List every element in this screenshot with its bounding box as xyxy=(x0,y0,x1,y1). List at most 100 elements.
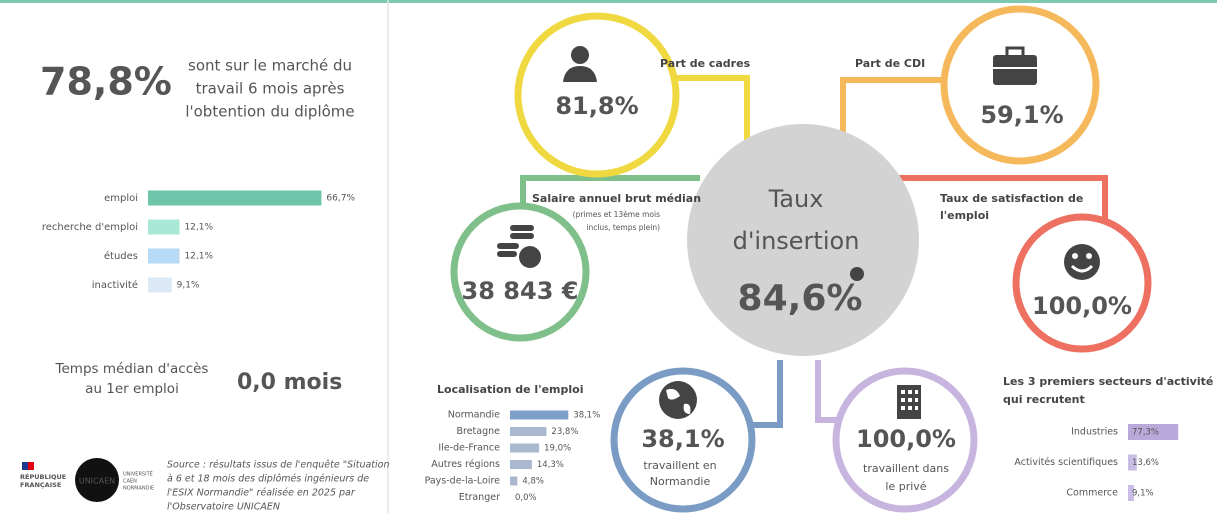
coins-icon xyxy=(497,225,541,268)
bar-value: 77,3% xyxy=(1132,428,1159,438)
bar xyxy=(148,248,180,264)
bar-value: 9,1% xyxy=(177,281,200,291)
briefcase-icon xyxy=(993,46,1037,85)
bar xyxy=(510,410,569,420)
center-value: 84,6% xyxy=(738,278,863,319)
ring xyxy=(1012,213,1152,353)
bar-label: Etranger xyxy=(459,492,500,503)
source-line: à 6 et 18 mois des diplômés ingénieurs d… xyxy=(167,474,369,485)
center-title: Taux xyxy=(768,185,824,213)
bar-value: 0,0% xyxy=(515,493,537,503)
satisfaction-value: 100,0% xyxy=(1032,292,1132,320)
bar-value: 12,1% xyxy=(184,252,213,262)
salaire-value: 38 843 € xyxy=(462,277,579,305)
salaire-label: Salaire annuel brut médian xyxy=(532,192,701,205)
info-icon xyxy=(850,267,864,281)
bar-label: Pays-de-la-Loire xyxy=(425,476,501,487)
bar xyxy=(510,476,518,486)
bar-label: emploi xyxy=(104,193,138,204)
bar-value: 9,1% xyxy=(1132,489,1154,499)
bar xyxy=(1128,454,1137,471)
unicaen-logo xyxy=(75,458,119,502)
logo-text: UNIVERSITÉ xyxy=(123,470,153,478)
ring xyxy=(450,202,590,342)
bar-value: 4,8% xyxy=(522,477,544,487)
source-line: l'ESIX Normandie" réalisée en 2025 par xyxy=(167,488,356,499)
bar-value: 13,6% xyxy=(1132,458,1159,468)
salaire-note: inclus, temps plein) xyxy=(586,223,660,232)
connector xyxy=(750,360,783,428)
median-label: Temps médian d'accès xyxy=(55,361,209,377)
bar-label: recherche d'emploi xyxy=(42,222,138,233)
bar-label: Commerce xyxy=(1066,488,1118,499)
normandie-text: Normandie xyxy=(650,475,711,488)
bar xyxy=(510,443,540,453)
bar-value: 38,1% xyxy=(573,411,600,421)
sectors-chart: Industries 77,3% Activités scientifiques 13… xyxy=(1014,424,1179,501)
headline-text: travail 6 mois après xyxy=(196,80,345,98)
building-icon xyxy=(897,385,921,419)
headline-text: sont sur le marché du xyxy=(188,57,352,75)
bar xyxy=(148,219,180,235)
source: Source : résultats issus de l'enquête "S… xyxy=(167,460,390,513)
median-label: au 1er emploi xyxy=(85,381,179,397)
person-icon xyxy=(563,46,597,82)
connector xyxy=(875,175,1108,220)
bar-label: études xyxy=(104,250,138,262)
bar-label: Autres régions xyxy=(431,459,500,470)
bar-label: Normandie xyxy=(448,410,500,421)
cadres-label: Part de cadres xyxy=(660,57,751,70)
center-title: d'insertion xyxy=(733,227,860,255)
bar-value: 14,3% xyxy=(537,460,564,470)
bar-value: 12,1% xyxy=(184,223,213,233)
headline-text: l'obtention du diplôme xyxy=(185,103,354,121)
center-circle xyxy=(687,124,919,356)
prive-text: travaillent dans xyxy=(863,462,949,475)
bar-label: Activités scientifiques xyxy=(1014,457,1118,468)
localisation-title: Localisation de l'emploi xyxy=(437,383,583,396)
bar-label: inactivité xyxy=(92,279,138,291)
bar-label: Industries xyxy=(1071,427,1118,438)
satisfaction-label: l'emploi xyxy=(940,209,989,222)
connector xyxy=(815,360,840,423)
sectors-title: Les 3 premiers secteurs d'activité xyxy=(1003,375,1213,388)
bar xyxy=(148,277,172,293)
cdi-value: 59,1% xyxy=(980,101,1063,129)
satisfaction-label: Taux de satisfaction de xyxy=(940,192,1083,205)
globe-icon xyxy=(659,381,697,419)
bar-value: 19,0% xyxy=(544,444,571,454)
headline-value: 78,8% xyxy=(40,60,172,104)
normandie-text: travaillent en xyxy=(643,459,716,472)
logo-text: CAEN xyxy=(123,479,137,485)
ring xyxy=(514,12,680,178)
bar-value: 23,8% xyxy=(551,427,578,437)
ring xyxy=(832,367,978,513)
top-bar xyxy=(0,0,1217,3)
ring xyxy=(610,367,756,513)
sectors-title: qui recrutent xyxy=(1003,393,1085,406)
logo-text: FRANÇAISE xyxy=(20,481,61,489)
localisation-chart: Normandie 38,1% Bretagne 23,8% Ile-de-France… xyxy=(425,410,601,504)
cadres-value: 81,8% xyxy=(555,92,638,120)
connector xyxy=(520,175,700,210)
prive-value: 100,0% xyxy=(856,425,956,453)
bar-label: Bretagne xyxy=(456,426,500,437)
bar-value: 66,7% xyxy=(326,194,355,204)
logo-text: RÉPUBLIQUE xyxy=(20,472,66,481)
bar xyxy=(510,460,532,469)
bar-label: Ile-de-France xyxy=(438,443,500,454)
cdi-label: Part de CDI xyxy=(855,57,925,70)
median-value: 0,0 mois xyxy=(237,370,342,395)
status-chart: emploi 66,7% recherche d'emploi 12,1% études… xyxy=(42,190,355,293)
logo-text: NORMANDIE xyxy=(123,486,154,492)
salaire-note: (primes et 13ème mois xyxy=(573,210,660,219)
flag xyxy=(28,462,34,470)
prive-text: le privé xyxy=(885,480,926,493)
flag xyxy=(22,462,28,470)
source-line: l'Observatoire UNICAEN xyxy=(167,502,280,513)
bar xyxy=(1128,485,1134,501)
source-line: Source : résultats issus de l'enquête "S… xyxy=(167,460,390,471)
bar xyxy=(148,190,322,206)
normandie-value: 38,1% xyxy=(641,425,724,453)
